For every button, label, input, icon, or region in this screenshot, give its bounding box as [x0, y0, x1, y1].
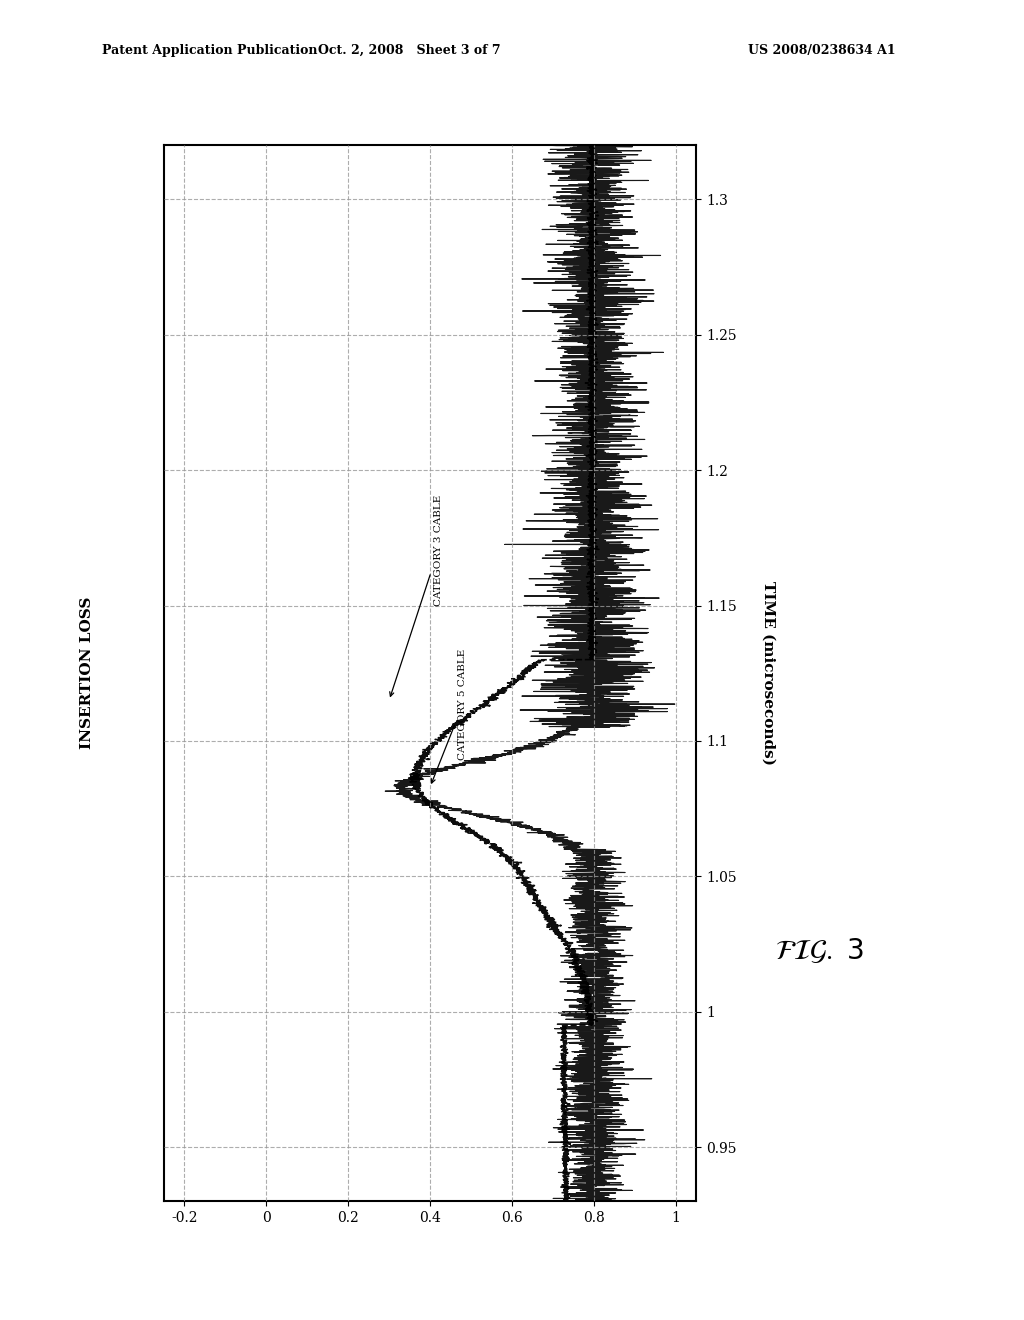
Text: Patent Application Publication: Patent Application Publication — [102, 44, 317, 57]
Text: CATEGORY 5 CABLE: CATEGORY 5 CABLE — [431, 648, 467, 783]
Text: CATEGORY 3 CABLE: CATEGORY 3 CABLE — [390, 494, 442, 697]
Text: $\mathcal{FIG.}\ 3$: $\mathcal{FIG.}\ 3$ — [775, 936, 863, 965]
Text: US 2008/0238634 A1: US 2008/0238634 A1 — [748, 44, 895, 57]
Text: INSERTION LOSS: INSERTION LOSS — [80, 597, 94, 750]
Text: Oct. 2, 2008   Sheet 3 of 7: Oct. 2, 2008 Sheet 3 of 7 — [318, 44, 501, 57]
Y-axis label: TIME (microseconds): TIME (microseconds) — [762, 581, 776, 766]
